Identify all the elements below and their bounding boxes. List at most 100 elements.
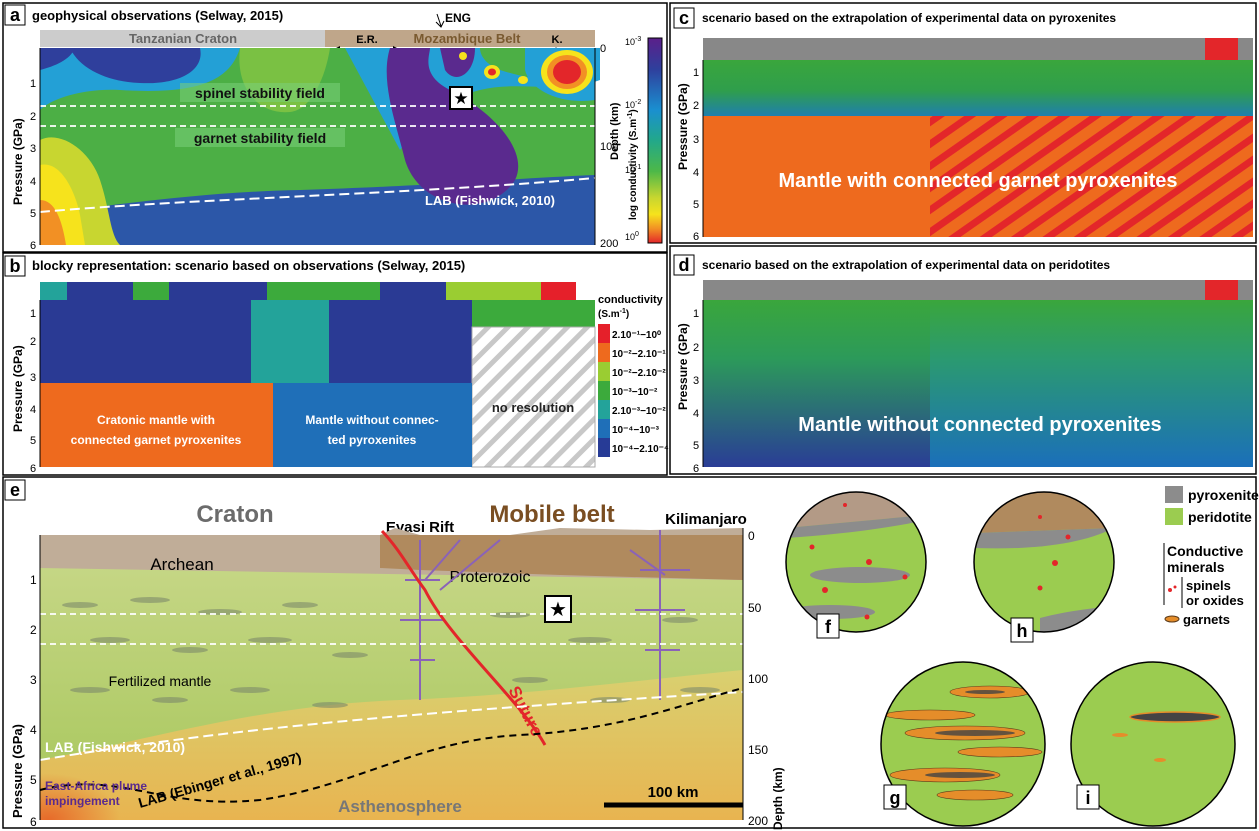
- svg-text:6: 6: [30, 463, 36, 475]
- lab-ebinger-line: [39, 687, 744, 803]
- circle-g: g: [880, 661, 1046, 827]
- svg-text:5: 5: [693, 440, 699, 452]
- scale-label: 100 km: [648, 784, 699, 801]
- er-label: E.R.: [356, 34, 377, 46]
- svg-text:10-1: 10-1: [625, 164, 641, 175]
- legend-conductive-1: Conductive: [1167, 543, 1243, 559]
- tanzanian-craton-bar: [40, 30, 325, 47]
- svg-text:6: 6: [30, 240, 36, 252]
- circle-i-letter: i: [1085, 788, 1090, 808]
- svg-text:10⁻²−2.10⁻¹: 10⁻²−2.10⁻¹: [612, 349, 666, 360]
- panel-b-title: blocky representation: scenario based on…: [32, 258, 465, 273]
- svg-text:4: 4: [693, 167, 699, 179]
- depth-tick-a-0: 0: [600, 43, 606, 55]
- panel-a-letter-box: [4, 4, 26, 26]
- svg-text:4: 4: [30, 723, 37, 737]
- pressure-axis-b: Pressure (GPa) 1 2 3 4 5 6: [11, 300, 41, 475]
- eng-label: ENG: [445, 11, 471, 25]
- star-icon-e: ★: [549, 599, 567, 621]
- pyroxenite-top-bar-d: [703, 280, 1253, 300]
- svg-text:10⁻⁴−2.10⁻⁴: 10⁻⁴−2.10⁻⁴: [612, 444, 669, 455]
- legend-b-items: 2.10⁻¹−10⁰ 10⁻²−2.10⁻¹ 10⁻²−2.10⁻² 10⁻³−…: [598, 324, 669, 457]
- svg-text:10⁻³−10⁻²: 10⁻³−10⁻²: [612, 387, 658, 398]
- lab-fishwick-label: LAB (Fishwick, 2010): [45, 739, 185, 755]
- svg-text:3: 3: [30, 372, 36, 384]
- plume-line2: impingement: [45, 794, 120, 808]
- suture-line: [380, 529, 547, 746]
- depth-tick-a-100: 100: [600, 141, 618, 153]
- depth-axis-label-a: Depth (km): [609, 102, 621, 160]
- legend-spinels-2: or oxides: [1186, 593, 1244, 608]
- svg-text:4: 4: [30, 404, 36, 416]
- conductivity-colorbar: [647, 37, 663, 244]
- svg-text:Pressure (GPa): Pressure (GPa): [11, 118, 25, 205]
- svg-text:0: 0: [748, 529, 755, 543]
- legend-peridotite: peridotite: [1188, 509, 1252, 525]
- panel-c-letter: c: [679, 8, 689, 28]
- svg-text:50: 50: [748, 601, 762, 615]
- svg-text:Pressure (GPa): Pressure (GPa): [11, 345, 25, 432]
- svg-text:10-3: 10-3: [625, 36, 641, 47]
- fertilized-mantle-label: Fertilized mantle: [109, 673, 212, 689]
- circle-h-letter: h: [1017, 621, 1028, 641]
- panel-b: b blocky representation: scenario based …: [2, 252, 669, 476]
- panel-d: d scenario based on the extrapolation of…: [669, 245, 1257, 475]
- panel-c: c scenario based on the extrapolation of…: [669, 2, 1257, 244]
- svg-text:4: 4: [693, 408, 699, 420]
- k-label: K.: [552, 34, 563, 46]
- box-without-line2: ted pyroxenites: [328, 433, 417, 447]
- mobile-belt-label: Mobile belt: [489, 501, 614, 528]
- garnet-stability-label: garnet stability field: [194, 130, 326, 146]
- box-cratonic-line2: connected garnet pyroxenites: [71, 433, 242, 447]
- svg-text:6: 6: [30, 815, 37, 829]
- panel-a: a geophysical observations (Selway, 2015…: [2, 2, 668, 253]
- panel-b-letter: b: [10, 256, 21, 276]
- pressure-axis-c: Pressure (GPa) 1 2 3 4 5 6: [676, 60, 704, 243]
- svg-text:1: 1: [693, 308, 699, 320]
- svg-text:100: 100: [625, 231, 639, 242]
- pressure-axis-e: Pressure (GPa) 1 2 3 4 5 6: [10, 535, 41, 829]
- no-resolution-label: no resolution: [492, 400, 574, 415]
- lab-label-a: LAB (Fishwick, 2010): [425, 193, 555, 208]
- lab-line-e: [39, 691, 744, 761]
- panel-e: e Craton Mobile belt Eyasi Rift Kilimanj…: [2, 476, 1257, 830]
- svg-text:6: 6: [693, 231, 699, 243]
- svg-text:1: 1: [30, 78, 36, 90]
- circle-f: f: [785, 491, 927, 639]
- depth-ticks-e: 0 50 100 150 200: [748, 529, 768, 828]
- svg-text:200: 200: [748, 814, 768, 828]
- svg-text:2.10⁻³−10⁻²: 2.10⁻³−10⁻²: [612, 406, 666, 417]
- legend-spinels-1: spinels: [1186, 578, 1231, 593]
- svg-text:3: 3: [693, 375, 699, 387]
- svg-text:4: 4: [30, 176, 36, 188]
- svg-text:2: 2: [693, 100, 699, 112]
- depth-axis-label-e: Depth (km): [771, 767, 785, 830]
- pyroxenite-lenses: [62, 597, 720, 708]
- box-without-line1: Mantle without connec-: [305, 413, 438, 427]
- depth-tick-a-200: 200: [600, 238, 618, 250]
- spinel-stability-label: spinel stability field: [195, 85, 325, 101]
- lab-line-a: [39, 177, 596, 213]
- circle-h: h: [973, 491, 1115, 643]
- legend-conductive-2: minerals: [1167, 559, 1225, 575]
- magma-network: [400, 530, 690, 700]
- svg-text:2: 2: [30, 111, 36, 123]
- star-marker-a: [449, 86, 473, 110]
- legend-title-b: conductivity: [598, 294, 664, 306]
- circle-f-letter: f: [825, 617, 832, 637]
- archean-label: Archean: [150, 555, 213, 574]
- panel-c-label: Mantle with connected garnet pyroxenites: [779, 170, 1178, 192]
- circle-i: i: [1070, 661, 1236, 827]
- mozambique-belt-bar: [325, 30, 595, 47]
- box-cratonic-line1: Cratonic mantle with: [97, 413, 215, 427]
- svg-text:1: 1: [693, 67, 699, 79]
- svg-text:2.10⁻¹−10⁰: 2.10⁻¹−10⁰: [612, 330, 661, 341]
- svg-text:3: 3: [30, 143, 36, 155]
- svg-text:2: 2: [693, 342, 699, 354]
- colorbar-label: log conductivity (S.m-1): [627, 109, 639, 220]
- svg-text:10⁻²−2.10⁻²: 10⁻²−2.10⁻²: [612, 368, 666, 379]
- tanzanian-craton-label: Tanzanian Craton: [129, 31, 237, 46]
- craton-label: Craton: [196, 501, 273, 528]
- panel-d-title: scenario based on the extrapolation of e…: [702, 258, 1110, 272]
- legend-pyroxenite: pyroxenite: [1188, 487, 1259, 503]
